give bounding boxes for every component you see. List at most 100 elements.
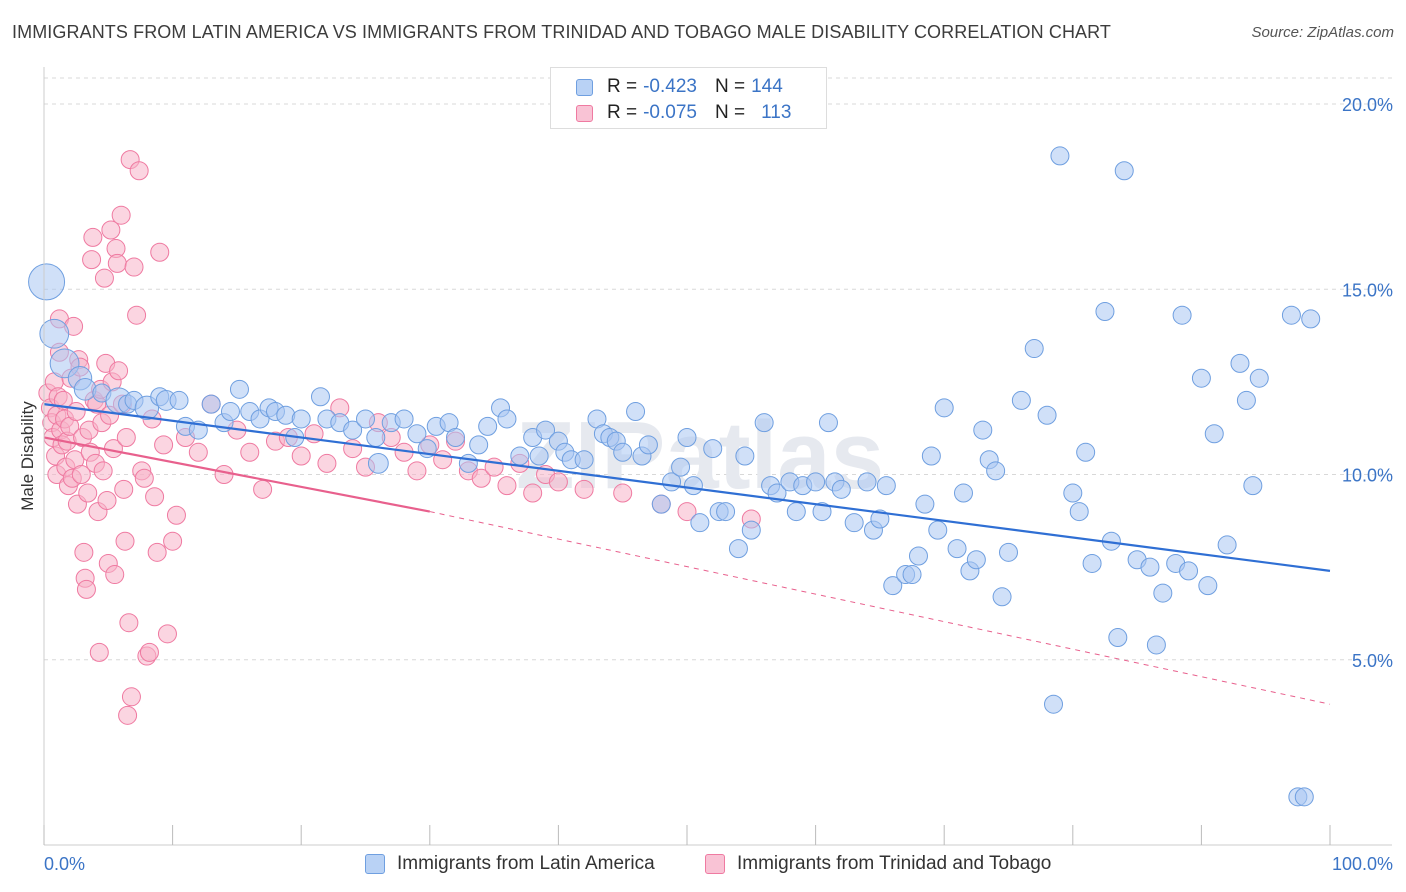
point-latin-america — [39, 318, 70, 349]
point-latin-america — [469, 435, 489, 455]
point-latin-america — [986, 461, 1006, 481]
point-latin-america — [786, 502, 806, 522]
point-latin-america — [1243, 476, 1263, 496]
point-latin-america — [1114, 161, 1134, 181]
point-trinidad-tobago — [240, 442, 260, 462]
legend-n-value: 144 — [751, 76, 783, 97]
point-latin-america — [953, 483, 973, 503]
point-latin-america — [220, 402, 240, 422]
point-latin-america — [928, 520, 948, 540]
point-trinidad-tobago — [93, 461, 113, 481]
point-latin-america — [870, 509, 890, 529]
point-latin-america — [671, 457, 691, 477]
point-latin-america — [1217, 535, 1237, 555]
point-latin-america — [367, 453, 389, 474]
point-latin-america — [529, 446, 549, 466]
point-trinidad-tobago — [471, 468, 491, 488]
point-latin-america — [310, 387, 330, 407]
point-latin-america — [638, 435, 658, 455]
point-latin-america — [497, 409, 517, 429]
point-trinidad-tobago — [317, 453, 337, 473]
point-trinidad-tobago — [134, 468, 154, 488]
point-latin-america — [947, 539, 967, 559]
point-trinidad-tobago — [163, 531, 183, 551]
point-latin-america — [921, 446, 941, 466]
y-tick-label: 20.0% — [1342, 95, 1393, 115]
point-latin-america — [1076, 442, 1096, 462]
point-trinidad-tobago — [107, 253, 127, 273]
point-latin-america — [728, 539, 748, 559]
point-latin-america — [683, 476, 703, 496]
point-trinidad-tobago — [121, 687, 141, 707]
point-trinidad-tobago — [78, 483, 98, 503]
point-latin-america — [536, 420, 556, 440]
point-latin-america — [478, 416, 498, 436]
point-latin-america — [1095, 302, 1115, 322]
point-latin-america — [1236, 390, 1256, 410]
point-latin-america — [703, 439, 723, 459]
point-latin-america — [73, 378, 97, 401]
bottom-legend-label: Immigrants from Latin America — [397, 853, 655, 874]
point-trinidad-tobago — [253, 479, 273, 499]
point-trinidad-tobago — [82, 250, 102, 270]
point-trinidad-tobago — [109, 361, 129, 381]
trend-line-trinidad-tobago — [43, 436, 431, 513]
point-trinidad-tobago — [677, 502, 697, 522]
point-latin-america — [1108, 628, 1128, 648]
point-latin-america — [1172, 305, 1192, 325]
bottom-legend-swatch-blue — [365, 854, 385, 874]
points-latin-america — [28, 146, 1321, 807]
legend-n-label: N = — [714, 76, 746, 97]
point-latin-america — [806, 472, 826, 492]
point-latin-america — [458, 453, 478, 473]
point-latin-america — [754, 413, 774, 433]
point-latin-america — [1037, 405, 1057, 425]
point-latin-america — [1146, 635, 1166, 655]
point-latin-america — [1069, 502, 1089, 522]
point-trinidad-tobago — [127, 305, 147, 325]
point-trinidad-tobago — [119, 613, 139, 633]
point-trinidad-tobago — [145, 487, 165, 507]
legend-r-value: -0.075 — [643, 102, 697, 123]
point-trinidad-tobago — [147, 542, 167, 562]
point-latin-america — [934, 398, 954, 418]
legend-r-value: -0.423 — [643, 76, 697, 97]
x-tick-label-min: 0.0% — [44, 854, 85, 874]
point-latin-america — [1198, 576, 1218, 596]
point-trinidad-tobago — [118, 705, 138, 725]
point-trinidad-tobago — [129, 161, 149, 181]
y-tick-label: 5.0% — [1352, 651, 1393, 671]
point-trinidad-tobago — [66, 402, 86, 422]
legend-r-label: R = — [607, 76, 638, 97]
point-latin-america — [1044, 694, 1064, 714]
point-latin-america — [1191, 368, 1211, 388]
point-latin-america — [1249, 368, 1269, 388]
point-latin-america — [169, 390, 189, 410]
trend-line-latin-america — [43, 403, 1331, 572]
point-latin-america — [883, 576, 903, 596]
point-trinidad-tobago — [115, 531, 135, 551]
point-latin-america — [966, 550, 986, 570]
point-latin-america — [818, 413, 838, 433]
point-latin-america — [613, 442, 633, 462]
point-trinidad-tobago — [105, 565, 125, 585]
point-latin-america — [999, 542, 1018, 562]
point-latin-america — [844, 513, 864, 533]
point-trinidad-tobago — [523, 483, 543, 503]
point-trinidad-tobago — [53, 390, 73, 410]
point-trinidad-tobago — [97, 490, 117, 510]
point-latin-america — [735, 446, 755, 466]
point-latin-america — [1050, 146, 1070, 166]
point-latin-america — [229, 379, 249, 399]
point-trinidad-tobago — [214, 465, 234, 485]
bottom-legend-swatch-pink — [705, 854, 725, 874]
point-latin-america — [201, 394, 221, 414]
point-latin-america — [973, 420, 993, 440]
point-latin-america — [366, 427, 386, 447]
point-trinidad-tobago — [116, 427, 136, 447]
point-latin-america — [915, 494, 935, 514]
point-trinidad-tobago — [291, 446, 311, 466]
point-latin-america — [857, 472, 877, 492]
point-latin-america — [343, 420, 363, 440]
